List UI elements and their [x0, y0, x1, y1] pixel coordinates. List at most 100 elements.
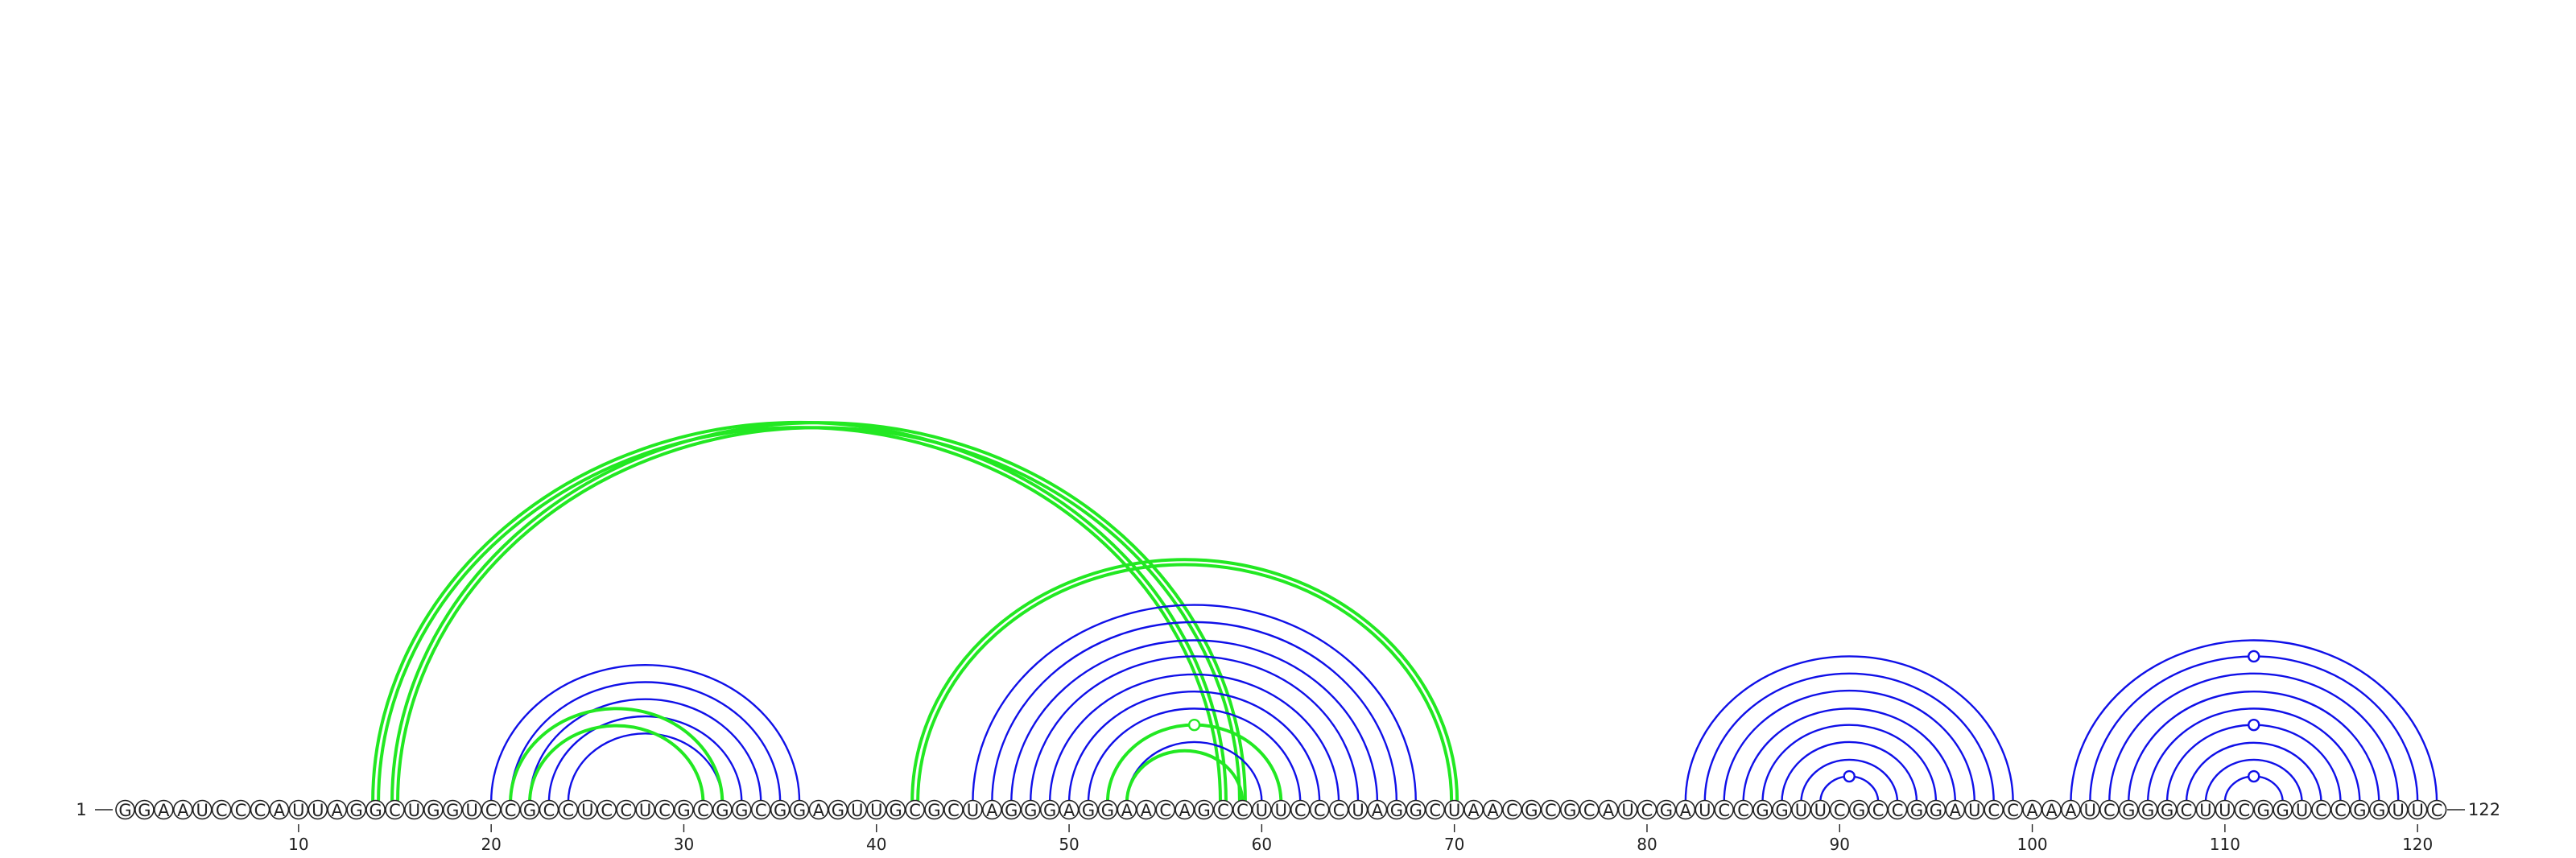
nucleotide: C	[1714, 799, 1734, 820]
nucleotide-letter: C	[620, 801, 632, 820]
nucleotide-circle	[1541, 799, 1561, 820]
nucleotide-letter: C	[389, 801, 401, 820]
nucleotide: U	[1964, 799, 1985, 820]
nucleotide: C	[1213, 799, 1233, 820]
base-pair-arc-blue	[1010, 639, 1379, 802]
nucleotide: C	[1829, 799, 1850, 820]
nucleotide-letter: C	[1988, 801, 2000, 820]
nucleotide: A	[808, 799, 829, 820]
nucleotide-circle	[2273, 799, 2293, 820]
nucleotide-letter: C	[235, 801, 247, 820]
base-pair-arc-blue	[1106, 724, 1282, 802]
nucleotide-circle	[2061, 799, 2081, 820]
nucleotide: C	[1232, 799, 1253, 820]
nucleotide-letter: U	[1275, 801, 1287, 820]
nucleotide: G	[1521, 799, 1542, 820]
nucleotide: C	[597, 799, 617, 820]
nucleotide-circle	[250, 799, 270, 820]
nucleotide-letter: G	[2277, 801, 2289, 820]
nucleotide: G	[924, 799, 944, 820]
nucleotide-circle	[1039, 799, 1060, 820]
nucleotide-letter: A	[1063, 801, 1075, 820]
start-label: 1	[76, 800, 86, 819]
nucleotide: A	[1367, 799, 1388, 820]
nucleotide-letter: C	[1892, 801, 1904, 820]
nucleotide: C	[1309, 799, 1330, 820]
tick-label: 40	[866, 835, 886, 854]
nucleotide: A	[1483, 799, 1503, 820]
nucleotide-circle	[674, 799, 694, 820]
nucleotide: G	[674, 799, 694, 820]
nucleotide-letter: G	[1410, 801, 1422, 820]
base-pair-arc-green	[371, 420, 1228, 802]
nucleotide: G	[712, 799, 733, 820]
tick-label: 20	[481, 835, 501, 854]
nucleotide-circle	[924, 799, 944, 820]
nucleotide: C	[1541, 799, 1561, 820]
nucleotide-letter: A	[1603, 801, 1615, 820]
base-pair-arc-blue	[2070, 639, 2438, 802]
nucleotide: G	[2350, 799, 2370, 820]
nucleotide-circle	[461, 799, 482, 820]
nucleotide: C	[1579, 799, 1600, 820]
nucleotide: G	[519, 799, 540, 820]
nucleotide: G	[1097, 799, 1118, 820]
nucleotide: G	[1001, 799, 1022, 820]
nucleotide: U	[461, 799, 482, 820]
tick-label: 70	[1444, 835, 1464, 854]
nucleotide-letter: C	[1294, 801, 1307, 820]
nucleotide-letter: G	[890, 801, 902, 820]
nucleotide-circle	[2407, 799, 2428, 820]
nucleotide-letter: C	[216, 801, 228, 820]
nucleotide-circle	[346, 799, 366, 820]
nucleotide: G	[1848, 799, 1869, 820]
nucleotide-letter: C	[1718, 801, 1730, 820]
base-pair-arc-blue	[1761, 724, 1938, 802]
nucleotide: A	[1136, 799, 1157, 820]
tick-label: 120	[2402, 835, 2433, 854]
nucleotide: U	[2195, 799, 2216, 820]
tick-label: 60	[1252, 835, 1272, 854]
nucleotide-circle	[2330, 799, 2351, 820]
nucleotide-letter: G	[735, 801, 748, 820]
nucleotide: A	[2022, 799, 2042, 820]
nucleotide-letter: G	[677, 801, 690, 820]
nucleotide-circle	[1078, 799, 1099, 820]
nucleotide-circle	[1271, 799, 1291, 820]
nucleotide: C	[481, 799, 502, 820]
nucleotide: C	[2311, 799, 2331, 820]
nucleotide-circle	[2311, 799, 2331, 820]
nucleotide: C	[539, 799, 559, 820]
nucleotide-letter: U	[2411, 801, 2423, 820]
nucleotide: A	[1174, 799, 1195, 820]
nucleotide-letter: G	[2141, 801, 2154, 820]
nucleotide: C	[2330, 799, 2351, 820]
nucleotide-letter: A	[1179, 801, 1191, 820]
nucleotide: G	[1020, 799, 1041, 820]
nucleotide-circle	[134, 799, 155, 820]
nucleotide-letter: C	[1159, 801, 1171, 820]
nucleotide: C	[2176, 799, 2197, 820]
nucleotide-letter: U	[1968, 801, 1980, 820]
nucleotide: A	[154, 799, 174, 820]
nucleotide: C	[500, 799, 521, 820]
position-ticks: 10 20 30 40 50 60 70 80 90 100 110 120	[288, 824, 2433, 854]
nucleotide: U	[2407, 799, 2428, 820]
nucleotide: C	[211, 799, 232, 820]
nucleotide-circle	[2369, 799, 2389, 820]
base-pair-arc-green	[916, 563, 1454, 802]
nucleotide-circle	[770, 799, 791, 820]
nucleotide-circle	[2234, 799, 2255, 820]
base-pair-arc-blue	[528, 698, 762, 802]
nucleotide-letter: C	[1314, 801, 1326, 820]
nucleotide: C	[230, 799, 251, 820]
nucleotide: C	[558, 799, 579, 820]
nucleotide-letter: G	[1852, 801, 1865, 820]
nucleotide-letter: U	[2199, 801, 2211, 820]
base-pair-arc-blue	[2204, 758, 2303, 802]
base-pair-arc-blue	[972, 604, 1418, 802]
nucleotide-letter: U	[1352, 801, 1364, 820]
nucleotide: A	[269, 799, 290, 820]
nucleotide: G	[2253, 799, 2274, 820]
